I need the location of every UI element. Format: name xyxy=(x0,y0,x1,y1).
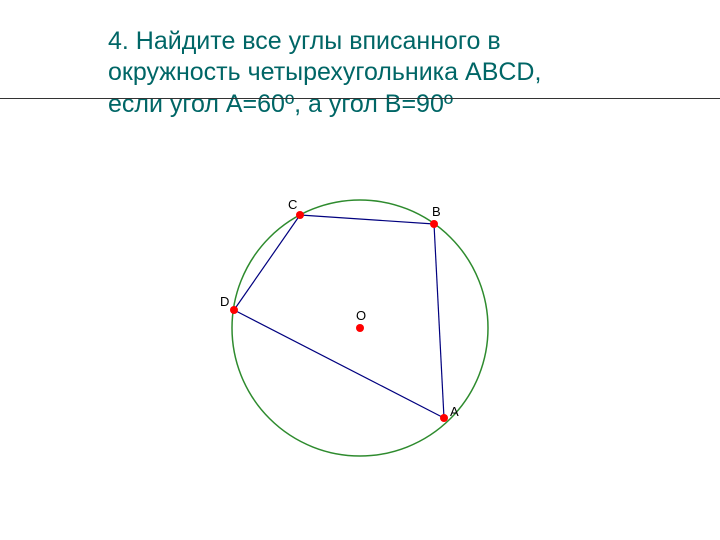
svg-text:B: B xyxy=(432,204,441,219)
horizontal-rule xyxy=(0,98,720,99)
svg-text:A: A xyxy=(450,404,459,419)
title-line-2: окружность четырехугольника ABCD, xyxy=(108,58,541,86)
svg-text:C: C xyxy=(288,197,297,212)
title-line-3: если угол A=60º, а угол B=90º xyxy=(108,90,453,118)
page: 4. Найдите все углы вписанного в окружно… xyxy=(0,0,720,540)
geometry-diagram: O B C D A xyxy=(210,190,510,490)
svg-text:O: O xyxy=(356,308,366,323)
problem-title: 4. Найдите все углы вписанного в окружно… xyxy=(108,26,700,120)
diagram-svg: O B C D A xyxy=(210,190,510,490)
title-line-1: 4. Найдите все углы вписанного в xyxy=(108,27,501,55)
svg-text:D: D xyxy=(220,294,229,309)
